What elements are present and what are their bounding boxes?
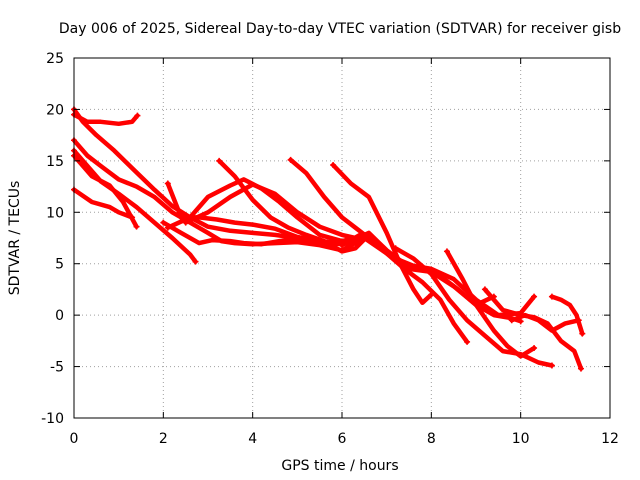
series-line-s17 xyxy=(393,246,555,368)
series-marker-s21-start xyxy=(548,293,555,300)
series-line-s14 xyxy=(339,232,537,318)
series-marker-s13-start xyxy=(330,161,337,168)
series-line-s10 xyxy=(183,182,372,241)
y-tick-label: 0 xyxy=(55,308,64,324)
y-tick-label: -10 xyxy=(41,411,64,427)
series-marker-s9-start xyxy=(164,224,171,231)
series-line-s5 xyxy=(71,153,139,229)
x-tick-label: 4 xyxy=(248,431,257,447)
axis-ticks: 0 2 4 6 8 10 12 -10 -5 0 5 10 15 20 25 xyxy=(41,51,619,447)
series-marker-s5-end xyxy=(133,223,140,230)
series-marker-s4-end xyxy=(192,258,199,265)
series-line-s12 xyxy=(288,157,470,345)
series-line-s18 xyxy=(444,249,537,359)
series-line-s8 xyxy=(161,220,300,247)
series-marker-s19-end xyxy=(577,365,584,372)
y-tick-label: 25 xyxy=(46,51,64,67)
series-marker-s13-end xyxy=(428,291,435,298)
x-tick-label: 2 xyxy=(159,431,168,447)
series-line-s3 xyxy=(71,138,367,253)
series-marker-s15-start xyxy=(347,238,354,245)
series-marker-s10-start xyxy=(182,219,189,226)
series-line-s16 xyxy=(362,235,523,324)
series-line-s13 xyxy=(330,162,434,306)
x-tick-label: 6 xyxy=(338,431,347,447)
series-marker-s14-end xyxy=(531,293,538,300)
series-marker-s17-start xyxy=(392,245,399,252)
series-marker-s18-end xyxy=(531,345,538,352)
series-line-s1 xyxy=(71,112,140,127)
series-line-s11 xyxy=(216,158,372,254)
series-line-s20 xyxy=(509,312,581,333)
x-tick-label: 8 xyxy=(427,431,436,447)
series-marker-s20-start xyxy=(508,317,515,324)
y-tick-label: 10 xyxy=(46,205,64,221)
y-tick-label: 15 xyxy=(46,154,64,170)
y-axis-title: SDTVAR / TECUs xyxy=(7,181,23,296)
series-line-s6 xyxy=(71,187,135,220)
series-marker-s17-end xyxy=(548,362,555,369)
series-marker-s8-start xyxy=(160,219,167,226)
series-marker-s16-end xyxy=(517,318,524,325)
x-tick-label: 12 xyxy=(601,431,619,447)
x-tick-label: 0 xyxy=(70,431,79,447)
series-layer xyxy=(71,106,586,372)
y-tick-label: 20 xyxy=(46,102,64,118)
series-line-s21 xyxy=(549,294,585,336)
series-marker-s8-end xyxy=(294,236,301,243)
series-marker-s16-start xyxy=(361,235,368,241)
y-tick-label: 5 xyxy=(55,257,64,273)
series-marker-s1-end xyxy=(134,112,141,119)
series-marker-s12-start xyxy=(287,156,294,163)
x-axis-title: GPS time / hours xyxy=(281,458,398,474)
series-marker-s14-start xyxy=(339,242,345,249)
series-marker-s21-end xyxy=(579,330,586,337)
chart-title: Day 006 of 2025, Sidereal Day-to-day VTE… xyxy=(59,21,621,37)
series-marker-s19-start xyxy=(481,286,488,293)
series-marker-s12-end xyxy=(464,338,471,345)
series-line-s4 xyxy=(71,148,198,264)
series-marker-s6-end xyxy=(129,214,136,221)
series-marker-s7-start xyxy=(164,180,171,187)
x-tick-label: 10 xyxy=(512,431,530,447)
grid-lines xyxy=(74,58,610,418)
y-tick-label: -5 xyxy=(50,360,64,376)
series-marker-s11-start xyxy=(216,157,223,164)
series-marker-s18-start xyxy=(443,248,450,255)
